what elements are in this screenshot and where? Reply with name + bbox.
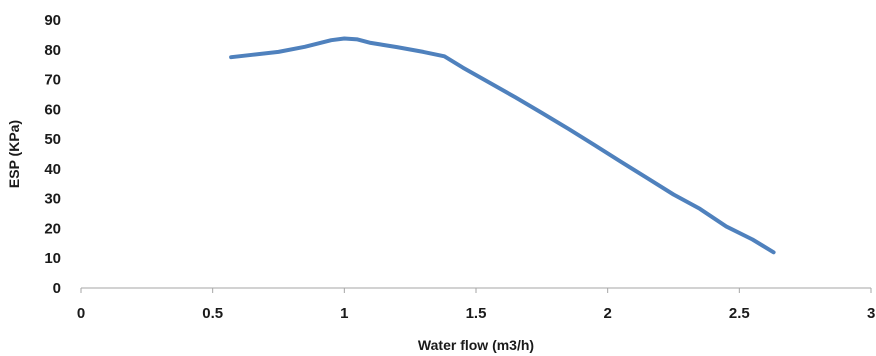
x-tick-label: 0.5 (202, 305, 223, 322)
x-tick-labels: 0 0.5 1 1.5 2 2.5 3 (77, 305, 876, 322)
y-tick-label: 40 (44, 161, 61, 178)
x-tick-label: 3 (867, 305, 875, 322)
x-tick-label: 1 (340, 305, 348, 322)
x-tick-label: 0 (77, 305, 85, 322)
y-tick-label: 30 (44, 191, 61, 208)
y-tick-labels: 0 10 20 30 40 50 60 70 80 90 (44, 12, 61, 297)
y-tick-label: 90 (44, 12, 61, 29)
x-tick-label: 1.5 (466, 305, 487, 322)
x-axis-title: Water flow (m3/h) (418, 337, 534, 353)
y-tick-label: 80 (44, 42, 61, 59)
series-line-1 (229, 36, 776, 255)
y-tick-label: 0 (53, 280, 61, 297)
y-axis-title: ESP (KPa) (6, 120, 22, 188)
y-tick-label: 10 (44, 250, 61, 267)
y-tick-label: 60 (44, 101, 61, 118)
y-tick-label: 20 (44, 220, 61, 237)
y-tick-label: 50 (44, 131, 61, 148)
x-tick-label: 2.5 (729, 305, 750, 322)
y-tick-label: 70 (44, 72, 61, 89)
x-tick-label: 2 (603, 305, 611, 322)
series-group (229, 36, 776, 255)
x-tick-marks (80, 288, 872, 293)
